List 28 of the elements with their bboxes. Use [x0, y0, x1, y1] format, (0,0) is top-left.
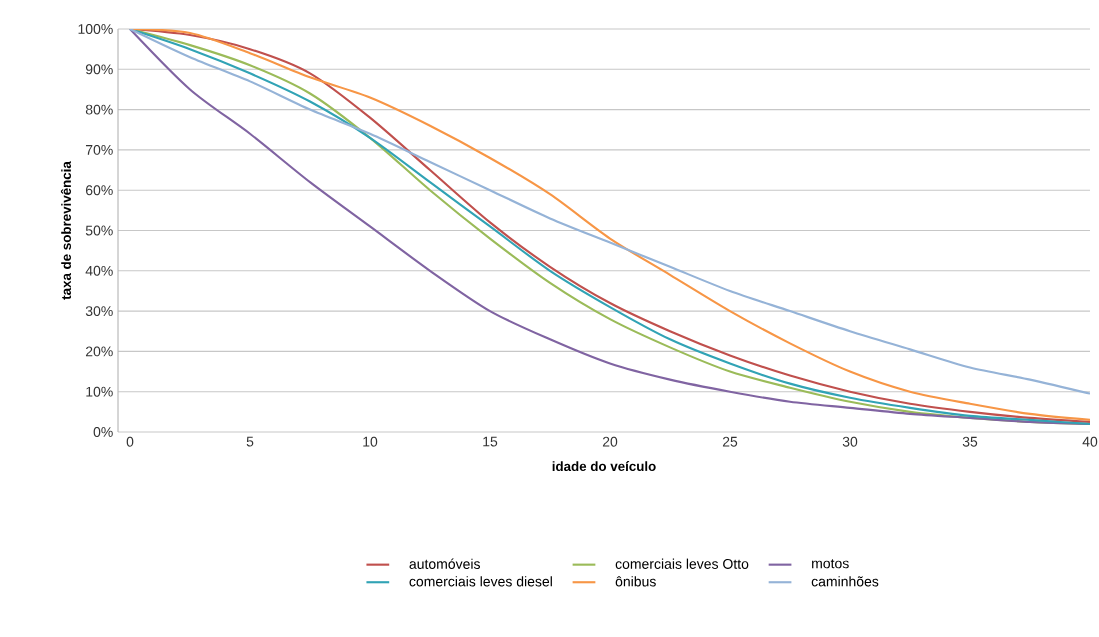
x-tick-label: 5: [246, 436, 254, 447]
legend-label: automóveis: [409, 558, 480, 569]
legend-label: comerciais leves Otto: [615, 558, 749, 569]
x-tick-label: 20: [602, 436, 618, 447]
x-tick-label: 40: [1082, 436, 1098, 447]
y-tick-label: 60%: [85, 185, 113, 196]
y-tick-label: 20%: [85, 346, 113, 357]
legend-label: ônibus: [615, 576, 656, 587]
y-tick-label: 10%: [86, 386, 113, 397]
legend-label: comerciais leves diesel: [409, 576, 552, 587]
x-tick-label: 15: [483, 436, 498, 447]
y-tick-label: 90%: [85, 64, 113, 75]
y-tick-label: 40%: [85, 265, 113, 276]
y-axis-title: taxa de sobrevivência: [60, 161, 71, 300]
x-tick-label: 25: [722, 436, 738, 447]
y-tick-label: 50%: [85, 225, 113, 236]
y-tick-label: 0%: [93, 427, 113, 437]
y-tick-label: 80%: [85, 104, 113, 115]
x-tick-label: 35: [962, 436, 978, 447]
x-tick-label: 10: [363, 436, 378, 447]
legend-label: motos: [812, 559, 849, 569]
y-tick-label: 30%: [85, 306, 113, 317]
x-tick-label: 30: [842, 436, 858, 447]
y-tick-label: 70%: [85, 144, 113, 155]
x-axis-title: idade do veículo: [552, 461, 656, 472]
legend-label: caminhões: [811, 576, 879, 587]
y-tick-label: 100%: [78, 24, 113, 34]
x-tick-label: 0: [126, 436, 134, 447]
